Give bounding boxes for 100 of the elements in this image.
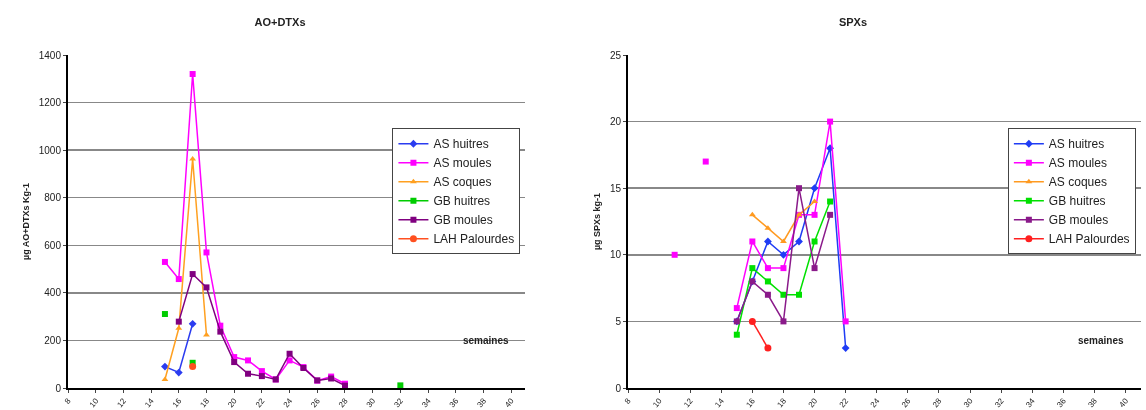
x-tick-label: 18	[198, 396, 212, 410]
x-axis-title: semaines	[1078, 335, 1125, 346]
point	[827, 211, 834, 218]
legend-label: GB moules	[433, 213, 493, 228]
x-tick-label: 20	[806, 396, 820, 410]
chart-title: SPXs	[838, 16, 868, 29]
y-tick-label: 1200	[38, 97, 62, 109]
y-tick-label: 5	[615, 315, 622, 327]
x-tick-label: 34	[420, 396, 434, 410]
x-tick-label: 26	[309, 396, 323, 410]
point	[175, 318, 182, 325]
y-tick-label: 200	[44, 334, 62, 346]
x-tick-label: 28	[930, 396, 944, 410]
x-tick-label: 30	[961, 396, 975, 410]
point	[245, 357, 252, 364]
point	[827, 118, 834, 125]
y-tick-label: 20	[609, 116, 622, 128]
x-tick-label: 14	[143, 396, 157, 410]
x-tick-label: 32	[392, 396, 406, 410]
legend-label: AS moules	[433, 156, 492, 171]
point	[764, 265, 771, 272]
x-tick-label: 24	[868, 396, 882, 410]
legend-label: AS coques	[1048, 175, 1107, 190]
x-tick-label: 12	[682, 396, 696, 410]
y-axis-title: µg AO+DTXs Kg-1	[20, 182, 31, 261]
point	[764, 237, 772, 246]
point	[749, 265, 756, 272]
y-tick-label: 25	[609, 49, 622, 61]
x-tick-label: 10	[87, 396, 101, 410]
point	[733, 331, 740, 338]
point	[245, 370, 252, 377]
legend-label: AS coques	[433, 175, 492, 190]
x-tick-label: 20	[226, 396, 240, 410]
point	[780, 318, 787, 325]
legend-label: AS huitres	[1048, 137, 1105, 152]
x-tick-label: 36	[1055, 396, 1069, 410]
y-tick-label: 10	[609, 249, 622, 261]
y-tick-label: 400	[44, 287, 62, 299]
x-tick-label: 22	[837, 396, 851, 410]
point	[161, 362, 169, 371]
x-tick-label: 28	[336, 396, 350, 410]
point	[795, 237, 803, 246]
point	[231, 359, 238, 366]
x-tick-label: 24	[281, 396, 295, 410]
point	[203, 249, 210, 256]
x-tick-label: 8	[622, 396, 633, 406]
legend-label: GB moules	[1048, 213, 1109, 228]
point	[780, 265, 787, 272]
x-tick-label: 38	[1086, 396, 1100, 410]
point	[780, 291, 787, 298]
point	[161, 258, 168, 265]
point	[779, 250, 788, 259]
point	[188, 319, 197, 328]
legend-label: GB huitres	[1048, 194, 1106, 209]
y-tick-label: 800	[44, 192, 62, 204]
point	[749, 238, 756, 245]
point	[811, 238, 818, 245]
x-tick-label: 10	[651, 396, 665, 410]
x-tick-label: 8	[62, 396, 73, 406]
y-tick-label: 1000	[38, 144, 62, 156]
point	[764, 291, 771, 298]
x-tick-label: 32	[993, 396, 1007, 410]
y-tick-label: 0	[615, 382, 622, 394]
x-tick-label: 26	[899, 396, 913, 410]
y-tick-label: 0	[55, 382, 62, 394]
point	[811, 211, 818, 218]
point	[764, 278, 771, 285]
x-tick-label: 40	[1117, 396, 1131, 410]
x-tick-label: 38	[475, 396, 489, 410]
point	[189, 71, 196, 78]
legend-label: LAH Palourdes	[433, 232, 515, 247]
x-tick-label: 30	[364, 396, 378, 410]
x-tick-label: 40	[503, 396, 517, 410]
point	[810, 184, 819, 193]
x-tick-label: 16	[744, 396, 758, 410]
point	[189, 271, 196, 278]
x-tick-label: 22	[253, 396, 267, 410]
legend-label: AS moules	[1048, 156, 1107, 171]
chart-title: AO+DTXs	[254, 16, 306, 29]
y-tick-label: 600	[44, 239, 62, 251]
x-tick-label: 34	[1024, 396, 1038, 410]
legend-label: GB huitres	[433, 194, 491, 209]
point	[842, 318, 849, 325]
point	[841, 344, 850, 352]
point	[175, 276, 182, 283]
point	[811, 198, 819, 204]
legend-label: AS huitres	[433, 137, 489, 152]
point	[258, 373, 265, 380]
point	[764, 344, 772, 352]
x-tick-label: 12	[115, 396, 129, 410]
point	[203, 284, 210, 291]
point	[286, 357, 293, 364]
y-tick-label: 15	[609, 182, 622, 194]
x-tick-label: 16	[170, 396, 184, 410]
point	[796, 185, 802, 192]
point	[811, 265, 818, 272]
x-tick-label: 18	[775, 396, 789, 410]
point	[796, 291, 802, 298]
y-tick-label: 1400	[38, 49, 62, 61]
x-axis-title: semaines	[463, 335, 510, 346]
